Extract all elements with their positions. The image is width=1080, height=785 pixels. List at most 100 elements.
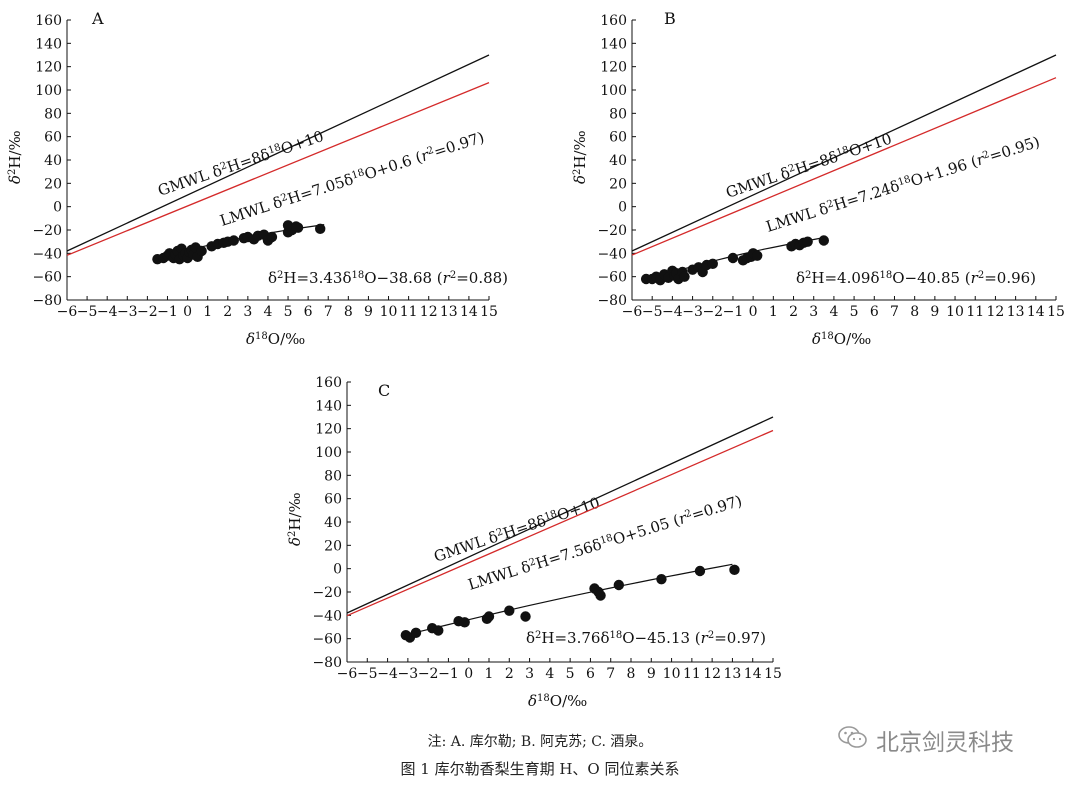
data-point [290,221,302,232]
data-point [196,245,207,257]
data-point [315,223,326,235]
x-tick-label: 14 [460,304,478,320]
x-tick-label: −4 [662,304,683,320]
x-tick-label: 5 [566,666,575,682]
lmwl-line [631,77,1057,256]
y-tick-label: 40 [324,515,342,531]
x-tick-label: −1 [723,304,744,320]
x-tick-label: 1 [769,304,778,320]
x-tick-label: 5 [850,304,859,320]
x-tick-label: 15 [764,666,782,682]
data-point [613,579,625,591]
data-point [520,611,531,622]
x-tick-label: 15 [480,304,498,320]
watermark-text: 北京剑灵科技 [876,730,1014,756]
fit-equation-label: δ2H=4.09δ18O−40.85 (r2=0.96) [796,269,1036,287]
data-point [729,564,740,576]
caption-note: 注: A. 库尔勒; B. 阿克苏; C. 酒泉。 [427,734,653,750]
x-tick-label: 0 [183,304,192,320]
y-tick-label: −40 [597,246,627,262]
y-tick-label: 80 [609,106,627,122]
x-tick-label: 15 [1047,304,1065,320]
y-tick-label: −80 [597,293,627,309]
data-point [818,235,830,246]
y-tick-label: 140 [35,36,62,52]
x-tick-label: −1 [438,666,459,682]
x-tick-label: −6 [622,304,643,320]
x-tick-label: −6 [57,304,78,320]
x-tick-label: 13 [1007,304,1025,320]
y-tick-label: 20 [609,176,627,192]
y-tick-label: −20 [597,223,627,239]
y-tick-label: −40 [312,608,342,624]
x-tick-label: −2 [418,666,439,682]
data-point [707,258,718,270]
x-tick-label: 10 [946,304,964,320]
x-axis-label: δ18O/‰ [246,330,305,348]
x-tick-label: −4 [97,304,118,320]
data-point [433,625,444,636]
x-tick-label: −6 [337,666,358,682]
lmwl-label: LMWL δ2H=7.05δ18O+0.6 (r2=0.97) [218,128,487,230]
data-point [410,627,422,639]
x-tick-label: 7 [606,666,615,682]
x-tick-label: −5 [357,666,378,682]
y-tick-label: −20 [312,585,342,601]
x-tick-label: 9 [930,304,939,320]
panel-label: A [91,9,104,28]
x-tick-label: 9 [647,666,656,682]
x-axis-label: δ18O/‰ [812,330,871,348]
y-tick-label: 80 [44,106,62,122]
y-tick-label: 160 [35,13,62,29]
y-tick-label: 100 [315,445,342,461]
x-tick-label: −1 [157,304,178,320]
y-tick-label: 0 [618,200,627,216]
x-tick-label: 4 [545,666,554,682]
x-tick-label: 2 [505,666,514,682]
x-tick-label: −3 [398,666,419,682]
y-tick-label: 40 [44,153,62,169]
y-tick-label: −80 [312,655,342,671]
x-tick-label: 2 [789,304,798,320]
x-tick-label: 10 [380,304,398,320]
x-tick-label: 7 [324,304,333,320]
data-point [483,611,495,622]
y-tick-label: −80 [32,293,62,309]
panel-label: C [378,381,390,400]
x-tick-label: 14 [744,666,762,682]
x-tick-label: 3 [243,304,252,320]
gmwl-line [346,416,774,614]
x-tick-label: −3 [682,304,703,320]
panel-label: B [664,9,676,28]
x-tick-label: 5 [284,304,293,320]
x-tick-label: 9 [364,304,373,320]
x-tick-label: 11 [966,304,984,320]
y-tick-label: 160 [600,13,627,29]
lmwl-line [66,81,490,256]
y-tick-label: 120 [600,60,627,76]
x-tick-label: 6 [870,304,879,320]
watermark: 北京剑灵科技 [838,724,1014,756]
x-tick-label: 0 [749,304,758,320]
gmwl-line [631,54,1057,252]
x-tick-label: 13 [440,304,458,320]
gmwl-line [66,54,490,252]
y-tick-label: 60 [44,130,62,146]
y-tick-label: 100 [600,83,627,99]
x-tick-label: 4 [263,304,272,320]
fit-equation-label: δ2H=3.43δ18O−38.68 (r2=0.88) [268,269,508,287]
x-tick-label: −2 [137,304,158,320]
x-tick-label: −3 [117,304,138,320]
data-point [595,590,606,601]
data-point [679,271,690,282]
x-tick-label: 11 [400,304,418,320]
y-tick-label: 0 [333,562,342,578]
y-tick-label: 40 [609,153,627,169]
x-tick-label: 10 [663,666,681,682]
x-axis-label: δ18O/‰ [528,692,587,710]
data-point [459,617,470,628]
